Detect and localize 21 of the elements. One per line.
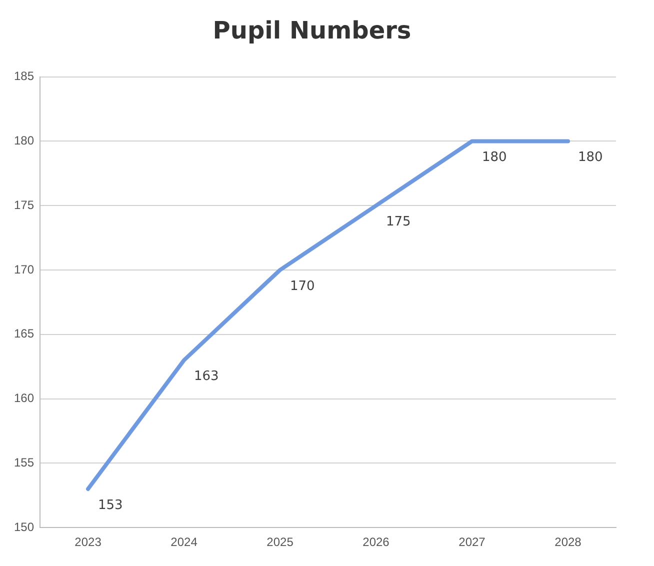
y-tick-label: 150 — [14, 520, 34, 534]
x-tick-label: 2026 — [362, 535, 390, 550]
y-tick-label: 185 — [14, 69, 34, 84]
x-tick-label: 2028 — [554, 535, 582, 550]
x-tick-label: 2024 — [170, 535, 198, 550]
data-label: 153 — [98, 498, 123, 513]
y-tick-label: 170 — [14, 262, 34, 276]
data-label: 170 — [290, 278, 315, 294]
data-label: 163 — [194, 369, 219, 384]
chart-title: Pupil Numbers — [212, 16, 412, 45]
x-tick-label: 2025 — [266, 535, 294, 550]
data-label: 180 — [578, 150, 603, 166]
y-tick-label: 165 — [14, 326, 34, 341]
x-tick-label: 2023 — [74, 535, 102, 550]
data-label: 180 — [482, 150, 507, 166]
y-tick-label: 155 — [14, 456, 34, 470]
y-tick-label: 175 — [14, 198, 34, 212]
y-tick-label: 180 — [14, 134, 34, 148]
x-tick-label: 2027 — [458, 535, 486, 550]
data-label: 175 — [386, 214, 411, 230]
y-tick-label: 160 — [14, 391, 34, 406]
